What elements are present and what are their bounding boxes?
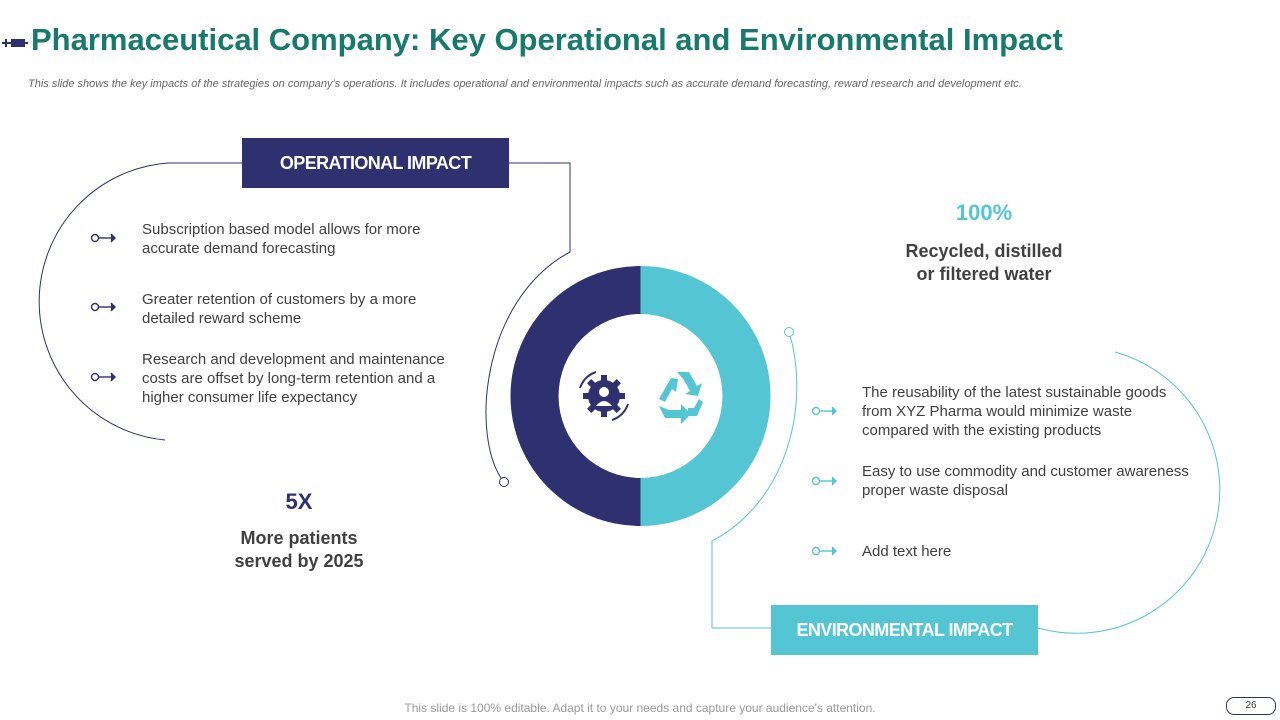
operational-arc — [38, 162, 242, 441]
bullet-text: Easy to use commodity and customer aware… — [862, 463, 1189, 499]
operational-bullet-arrows — [90, 233, 116, 382]
page-title: Pharmaceutical Company: Key Operational … — [31, 22, 1063, 57]
operational-stat-label: More patients served by 2025 — [199, 527, 399, 573]
environmental-bullet-3: Add text here — [810, 542, 1200, 561]
stat-label-line: or filtered water — [916, 264, 1052, 284]
environmental-connector-dot — [784, 327, 794, 337]
page-subtitle: This slide shows the key impacts of the … — [28, 78, 1022, 90]
footer-note: This slide is 100% editable. Adapt it to… — [404, 701, 876, 715]
operational-connector — [485, 162, 571, 483]
page-number: 26 — [1226, 697, 1276, 715]
operational-bullet-1: Subscription based model allows for more… — [90, 220, 470, 258]
recycle-icon — [659, 372, 703, 424]
operational-bullet-3: Research and development and maintenance… — [90, 350, 470, 407]
bullet-text: The reusability of the latest sustainabl… — [862, 384, 1167, 439]
environmental-impact-header: ENVIRONMENTAL IMPACT — [771, 605, 1038, 655]
donut-right-half — [640, 266, 771, 526]
operational-impact-header: OPERATIONAL IMPACT — [242, 138, 509, 188]
stat-label-line: served by 2025 — [234, 551, 364, 571]
environmental-bullet-arrows — [811, 406, 837, 556]
environmental-stat-label: Recycled, distilled or filtered water — [864, 240, 1104, 286]
donut-left-half — [510, 266, 641, 526]
operational-connector-dot — [499, 477, 509, 487]
bullet-text: Add text here — [862, 543, 952, 560]
bullet-text: Subscription based model allows for more… — [142, 221, 421, 257]
operational-bullet-2: Greater retention of customers by a more… — [90, 290, 470, 328]
stat-label-line: More patients — [240, 528, 358, 548]
environmental-stat-value: 100% — [955, 200, 1013, 225]
stat-label-line: Recycled, distilled — [905, 241, 1063, 261]
operational-stat-value: 5X — [285, 489, 313, 514]
syringe-icon — [2, 39, 28, 47]
environmental-arc — [1037, 351, 1221, 634]
environmental-bullet-2: Easy to use commodity and customer aware… — [810, 462, 1200, 500]
doctor-gear-icon — [579, 371, 629, 421]
bullet-text: Research and development and maintenance… — [142, 351, 445, 406]
environmental-bullet-1: The reusability of the latest sustainabl… — [810, 383, 1200, 440]
bullet-text: Greater retention of customers by a more… — [142, 291, 417, 327]
environmental-connector — [711, 331, 798, 629]
